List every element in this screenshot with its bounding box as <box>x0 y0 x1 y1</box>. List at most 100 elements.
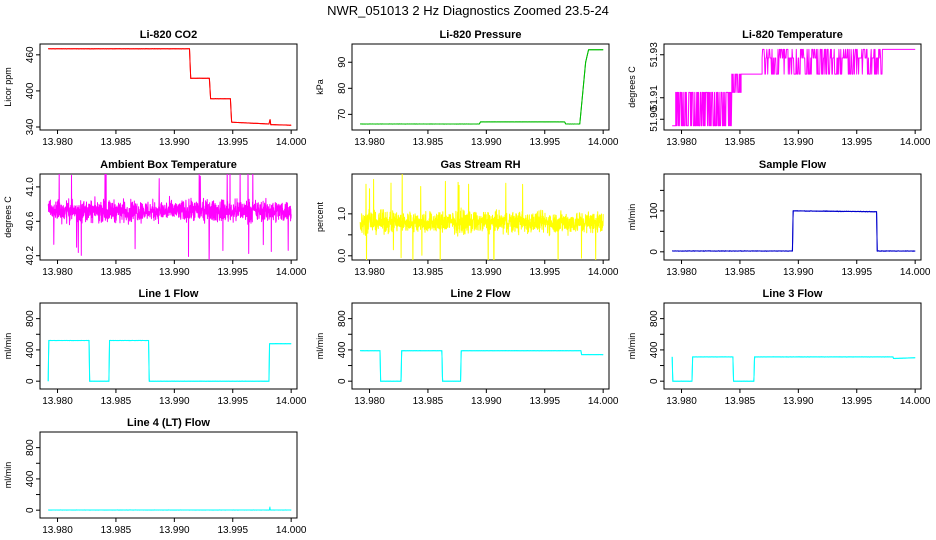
data-series-li-820-temperature <box>672 48 916 127</box>
x-tick-label: 13.980 <box>354 137 385 148</box>
y-tick-label: 400 <box>25 341 36 358</box>
panel-sample-flow: Sample Flow 13.980 13.985 13.990 13.995 14.00… <box>627 159 931 278</box>
x-tick-label: 13.995 <box>529 137 560 148</box>
series-line <box>360 49 604 125</box>
panel-title: Gas Stream RH <box>440 159 520 171</box>
panel-title: Sample Flow <box>759 159 827 171</box>
data-series-line-3-flow <box>671 356 916 382</box>
data-series-ambient-box-temperature <box>47 174 292 260</box>
panel-line-4-lt-flow: Line 4 (LT) Flow 13.980 13.985 13.990 13.995… <box>3 417 307 536</box>
x-tick-label: 14.000 <box>276 525 307 536</box>
plot-frame <box>351 173 610 261</box>
y-axis-label: degrees C <box>3 196 13 238</box>
x-tick-label: 13.995 <box>529 267 560 278</box>
x-tick-label: 13.995 <box>217 267 248 278</box>
plot-frame <box>351 302 610 390</box>
y-tick-label: 40.6 <box>25 211 36 231</box>
x-tick-label: 13.985 <box>101 396 132 407</box>
y-tick-label: 1.0 <box>337 206 348 220</box>
x-tick-label: 13.980 <box>666 267 697 278</box>
x-tick-label: 14.000 <box>276 267 307 278</box>
plot-frame <box>39 431 298 519</box>
series-steps <box>48 48 292 126</box>
x-tick-label: 13.985 <box>101 137 132 148</box>
x-tick-label: 13.995 <box>841 137 872 148</box>
series-steps <box>360 49 604 125</box>
series-line <box>47 174 292 260</box>
y-tick-label: 400 <box>649 341 660 358</box>
series-line <box>48 48 292 126</box>
x-tick-label: 14.000 <box>276 137 307 148</box>
panel-line-1-flow: Line 1 Flow 13.980 13.985 13.990 13.995 14.00… <box>3 288 307 407</box>
x-tick-label: 13.990 <box>159 396 190 407</box>
x-tick-label: 14.000 <box>588 137 619 148</box>
y-tick-label: 400 <box>25 82 36 99</box>
x-tick-label: 13.980 <box>42 267 73 278</box>
x-tick-label: 14.000 <box>900 137 931 148</box>
panel-title: Line 1 Flow <box>139 288 199 300</box>
x-tick-label: 13.980 <box>354 396 385 407</box>
y-axis-label: ml/min <box>3 333 13 360</box>
data-series-li-820-pressure <box>360 49 604 125</box>
panel-title: Line 3 Flow <box>763 288 823 300</box>
x-tick-label: 13.995 <box>841 267 872 278</box>
y-tick-label: 0 <box>337 378 348 384</box>
y-axis-label: kPa <box>315 79 325 95</box>
x-tick-label: 13.990 <box>159 267 190 278</box>
series-line <box>671 356 916 382</box>
x-tick-label: 13.995 <box>841 396 872 407</box>
x-tick-label: 13.980 <box>666 396 697 407</box>
x-tick-label: 13.990 <box>783 267 814 278</box>
x-tick-label: 13.990 <box>471 396 502 407</box>
x-tick-label: 13.990 <box>783 396 814 407</box>
x-tick-label: 13.985 <box>725 267 756 278</box>
x-tick-label: 13.995 <box>217 525 248 536</box>
x-tick-label: 13.990 <box>471 137 502 148</box>
panel-li-820-pressure: Li-820 Pressure 13.980 13.985 13.990 13.995 1… <box>315 29 619 148</box>
x-tick-label: 14.000 <box>588 396 619 407</box>
series-steps <box>672 210 916 252</box>
plot-frame <box>351 43 610 131</box>
x-tick-label: 13.990 <box>783 137 814 148</box>
x-tick-label: 13.995 <box>529 396 560 407</box>
plot-frame <box>663 43 922 131</box>
y-tick-label: 800 <box>649 310 660 327</box>
plot-frame <box>663 302 922 390</box>
y-tick-label: 800 <box>25 310 36 327</box>
x-tick-label: 13.985 <box>725 396 756 407</box>
y-axis-label: Licor ppm <box>3 67 13 107</box>
series-line <box>672 48 916 127</box>
y-axis-label: ml/min <box>627 333 637 360</box>
panel-title: Line 2 Flow <box>451 288 511 300</box>
data-series-sample-flow <box>672 210 916 252</box>
panel-title: Line 4 (LT) Flow <box>127 417 210 429</box>
panel-title: Ambient Box Temperature <box>100 159 237 171</box>
y-tick-label: 400 <box>337 341 348 358</box>
figure-title: NWR_051013 2 Hz Diagnostics Zoomed 23.5-… <box>327 3 609 18</box>
series-line <box>47 339 292 382</box>
panel-title: Li-820 Temperature <box>742 29 843 41</box>
y-tick-label: 70 <box>337 108 348 120</box>
x-tick-label: 13.990 <box>159 525 190 536</box>
y-tick-label: 0 <box>25 507 36 513</box>
y-tick-label: 340 <box>25 118 36 135</box>
data-series-line-2-flow <box>359 350 604 382</box>
y-axis-label: ml/min <box>315 333 325 360</box>
x-tick-label: 13.985 <box>101 525 132 536</box>
y-tick-label: 400 <box>25 470 36 487</box>
y-tick-label: 40.2 <box>25 246 36 266</box>
y-tick-label: 0.0 <box>337 248 348 262</box>
x-tick-label: 13.980 <box>354 267 385 278</box>
plot-frame <box>663 173 922 261</box>
x-tick-label: 13.990 <box>159 137 190 148</box>
y-tick-label: 0 <box>649 249 660 255</box>
y-tick-label: 51.91 <box>649 85 660 110</box>
data-series-gas-stream-rh <box>359 174 604 260</box>
series-steps <box>671 356 916 382</box>
y-tick-label: 80 <box>337 82 348 94</box>
panel-title: Li-820 CO2 <box>140 29 197 41</box>
panel-line-3-flow: Line 3 Flow 13.980 13.985 13.990 13.995 14.00… <box>627 288 931 407</box>
y-tick-label: 0 <box>25 378 36 384</box>
panel-ambient-box-temperature: Ambient Box Temperature 13.980 13.985 13.99… <box>3 159 307 278</box>
y-tick-label: 51.93 <box>649 42 660 67</box>
